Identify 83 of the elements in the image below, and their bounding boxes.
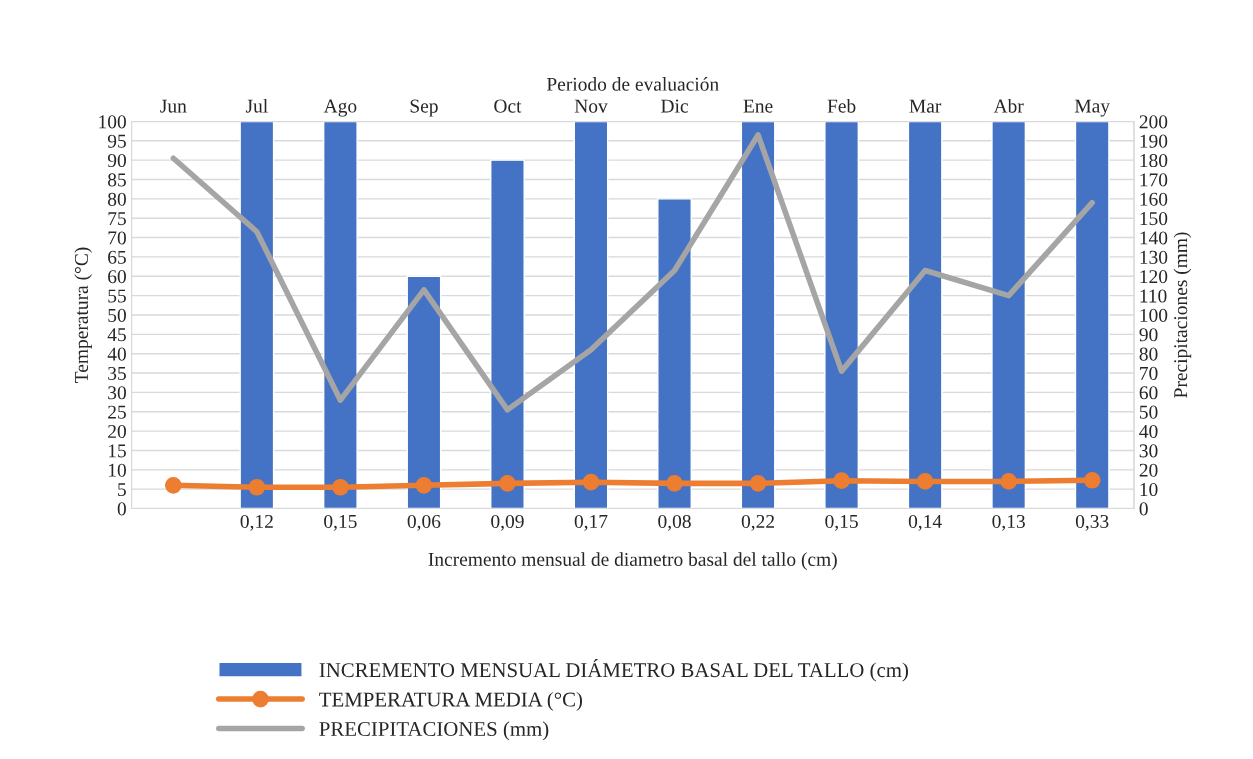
y2-tick-label: 110: [1140, 289, 1167, 303]
y-tick-label: 95: [107, 134, 126, 148]
x-axis-title: Incremento mensual de diametro basal del tallo (cm): [428, 552, 837, 570]
bar: [740, 121, 776, 509]
text: 0,13: [992, 514, 1025, 531]
x-tick-label: Abr: [993, 98, 1024, 113]
y-tick-label: 0: [117, 502, 126, 516]
y-tick-label: 75: [108, 212, 126, 226]
text: 0,22: [741, 514, 775, 531]
text: 0,08: [658, 514, 691, 531]
bar: [322, 121, 358, 509]
y2-tick-label: 50: [1139, 405, 1158, 419]
y-tick-label: 40: [107, 347, 126, 361]
y-tick-label: 70: [108, 231, 126, 245]
x-tick-label: Jul: [245, 98, 268, 113]
y-tick-label: 30: [108, 386, 126, 400]
y-tick-label: 20: [108, 424, 126, 439]
y2-tick-label: 180: [1140, 153, 1168, 168]
text: 0,15: [324, 514, 357, 531]
y-tick-label: 15: [108, 444, 126, 458]
bar: [907, 121, 943, 509]
y2-tick-label: 150: [1140, 212, 1168, 226]
y2-tick-label: 140: [1140, 231, 1168, 245]
y-tick-label: 10: [108, 463, 126, 477]
y2-tick-label: 20: [1139, 463, 1158, 477]
bar: [573, 121, 609, 509]
y-tick-label: 80: [108, 192, 126, 206]
y2-tick-label: 40: [1139, 424, 1158, 439]
y2-tick-label: 70: [1140, 366, 1158, 380]
y2-tick-label: 30: [1139, 444, 1158, 458]
y-tick-label: 45: [107, 328, 126, 342]
y-tick-label: 90: [107, 153, 126, 168]
text: 0,15: [825, 514, 858, 531]
y2-tick-label: 10: [1140, 482, 1158, 497]
legend-label: PRECIPITACIONES (mm): [319, 721, 549, 741]
y-tick-label: 55: [108, 289, 126, 303]
text: 0,17: [574, 514, 608, 531]
y-tick-label: 100: [99, 115, 126, 129]
y2-tick-label: 170: [1140, 173, 1168, 187]
y2-tick-label: 160: [1140, 192, 1168, 206]
bar: [824, 121, 860, 509]
x-tick-label: Oct: [494, 99, 522, 113]
text: 0,06: [407, 514, 441, 531]
legend-label: INCREMENTO MENSUAL DIÁMETRO BASAL DEL TALLO (cm): [319, 659, 908, 682]
x-tick-label: Ago: [323, 99, 357, 117]
x-tick-label: Feb: [827, 98, 856, 113]
y2-tick-label: 200: [1139, 115, 1168, 129]
y2-axis-title: Precipitaciones (mm): [1173, 232, 1192, 398]
y-tick-label: 60: [108, 270, 126, 284]
y-tick-label: 35: [108, 366, 126, 380]
bar: [657, 198, 692, 509]
bar: [991, 121, 1027, 509]
x-tick-label: Sep: [410, 99, 438, 117]
y2-tick-label: 80: [1139, 347, 1158, 361]
y-tick-label: 5: [118, 483, 126, 497]
y2-tick-label: 190: [1140, 134, 1168, 148]
y-tick-label: 25: [108, 405, 126, 419]
text: 0,14: [908, 514, 942, 531]
bar: [406, 275, 442, 509]
bar: [490, 159, 525, 509]
x-tick-label: Nov: [574, 99, 608, 113]
bar: [239, 121, 275, 509]
text: 0,09: [491, 514, 524, 531]
y-tick-label: 85: [108, 173, 126, 187]
x-tick-label: Jun: [160, 99, 187, 113]
x2-axis-title: Periodo de evaluación: [546, 77, 719, 91]
x-tick-label: Mar: [909, 99, 942, 113]
x-tick-label: Ene: [743, 99, 773, 113]
y2-tick-label: 90: [1139, 328, 1158, 342]
y-tick-label: 65: [108, 250, 126, 264]
bar: [1074, 121, 1110, 509]
x-tick-label: May: [1074, 99, 1110, 117]
y2-tick-label: 120: [1140, 270, 1168, 284]
y-axis-title: Temperatura (°C): [74, 247, 92, 383]
y-tick-label: 50: [108, 308, 126, 322]
text: 0,12: [240, 514, 273, 531]
text: 0,33: [1075, 514, 1109, 531]
y2-tick-label: 100: [1140, 308, 1168, 322]
legend-label: TEMPERATURA MEDIA (°C): [319, 691, 583, 711]
x-tick-label: Dic: [661, 99, 688, 113]
y2-tick-label: 130: [1140, 250, 1168, 264]
y2-tick-label: 60: [1139, 386, 1158, 400]
y2-tick-label: 0: [1139, 502, 1148, 516]
